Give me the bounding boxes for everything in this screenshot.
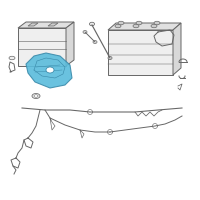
Ellipse shape (133, 24, 139, 28)
Ellipse shape (46, 67, 54, 73)
Ellipse shape (34, 95, 38, 97)
Polygon shape (26, 53, 72, 88)
Bar (108, 30, 173, 75)
Ellipse shape (136, 21, 142, 25)
Ellipse shape (108, 56, 112, 60)
Polygon shape (48, 23, 58, 26)
Polygon shape (173, 23, 181, 75)
Polygon shape (66, 22, 74, 66)
Ellipse shape (9, 56, 15, 60)
Ellipse shape (154, 21, 160, 25)
Ellipse shape (32, 94, 40, 98)
Ellipse shape (93, 40, 97, 44)
Polygon shape (28, 23, 38, 26)
Polygon shape (108, 23, 181, 30)
Ellipse shape (83, 30, 87, 33)
Ellipse shape (90, 22, 95, 26)
Polygon shape (18, 22, 74, 28)
Ellipse shape (115, 24, 121, 28)
Ellipse shape (151, 24, 157, 28)
Bar (18, 28, 66, 66)
Ellipse shape (118, 21, 124, 25)
